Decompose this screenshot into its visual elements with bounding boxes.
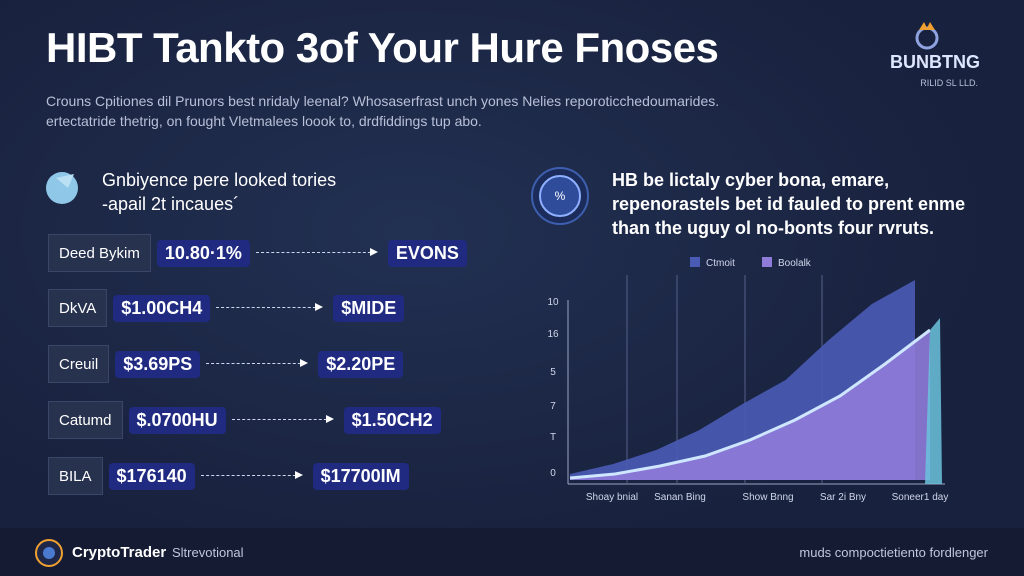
right-heading: repenorastels bet id fauled to prent enm… — [612, 194, 966, 214]
title: HIBT Tankto 3of Your Hure Fnoses — [46, 24, 719, 71]
left-heading: -apail 2t incaues´ — [102, 194, 240, 214]
y-label: T — [550, 432, 556, 443]
row: Deed Bykim 10.80·1% EVONS — [48, 234, 467, 272]
section-icon: % — [531, 167, 589, 225]
legend-swatch — [762, 257, 772, 267]
row-result: $2.20PE — [318, 350, 404, 378]
footer-text: muds compoctietiento fordlenger — [799, 545, 988, 560]
legend-swatch — [690, 257, 700, 267]
row-label: DkVA — [48, 289, 108, 327]
line — [569, 328, 931, 480]
brand: CryptoTrader — [72, 544, 167, 561]
row: Catumd $.0700HU $1.50CH2 — [48, 401, 441, 439]
accent — [925, 318, 942, 484]
row-result: $1.50CH2 — [343, 406, 441, 434]
x-label: Sar 2i Bny — [820, 492, 866, 503]
y-label: 5 — [550, 367, 556, 378]
right-heading: than the uguy ol no-bonts four rvruts. — [612, 218, 934, 238]
area — [570, 330, 930, 480]
y-label: 16 — [547, 329, 559, 340]
row-label: BILA — [48, 457, 103, 495]
row-label: Creuil — [48, 345, 110, 383]
row-label: Deed Bykim — [48, 234, 151, 272]
brand-sub: Sltrevotional — [172, 545, 244, 560]
legend-label: Boolalk — [778, 258, 812, 269]
arrow — [216, 303, 324, 311]
x-label: Shoay bnial — [586, 492, 638, 503]
left-heading: Gnbiyence pere looked tories — [102, 170, 337, 190]
arrow — [206, 359, 309, 367]
svg-text:%: % — [555, 189, 566, 203]
arrow — [200, 471, 303, 479]
logo-text: BUNBTNG — [890, 52, 980, 72]
row-value: $1.00CH4 — [113, 294, 211, 322]
row-value: $3.69PS — [115, 350, 201, 378]
row-value: $176140 — [108, 462, 195, 490]
y-label: 7 — [550, 401, 556, 412]
arrow — [255, 248, 378, 256]
row: DkVA $1.00CH4 $MIDE — [48, 289, 405, 327]
arrow — [231, 415, 334, 423]
x-label: Sanan Bing — [654, 492, 706, 503]
footer: CryptoTrader Sltrevotional muds compocti… — [0, 528, 1024, 576]
row-result: EVONS — [387, 239, 467, 267]
row: BILA $176140 $17700IM — [48, 457, 409, 495]
row-result: $17700IM — [312, 462, 409, 490]
x-label: Show Bnng — [742, 492, 793, 503]
y-label: 10 — [547, 297, 559, 308]
legend-label: Ctmoit — [706, 258, 735, 269]
area-chart: 10 16 5 7 T 0 Shoay bnial Sanan Bing Show Bnng Sa… — [547, 257, 949, 503]
subtitle: Crouns Cpitiones dil Prunors best nridal… — [46, 93, 720, 109]
row: Creuil $3.69PS $2.20PE — [48, 345, 404, 383]
x-label: Soneer1 day — [892, 492, 949, 503]
y-label: 0 — [550, 468, 556, 479]
right-heading: HB be lictaly cyber bona, emare, — [612, 170, 890, 190]
logo-subtext: RILID SL LLD. — [920, 78, 978, 88]
subtitle: ertectatride thetrig, on fought Vletmale… — [46, 113, 482, 129]
row-value: 10.80·1% — [156, 239, 250, 267]
brand-icon — [35, 539, 63, 567]
logo-icon — [915, 22, 939, 50]
row-value: $.0700HU — [128, 406, 226, 434]
row-result: $MIDE — [333, 294, 405, 322]
row-label: Catumd — [48, 401, 123, 439]
section-icon — [46, 172, 78, 204]
